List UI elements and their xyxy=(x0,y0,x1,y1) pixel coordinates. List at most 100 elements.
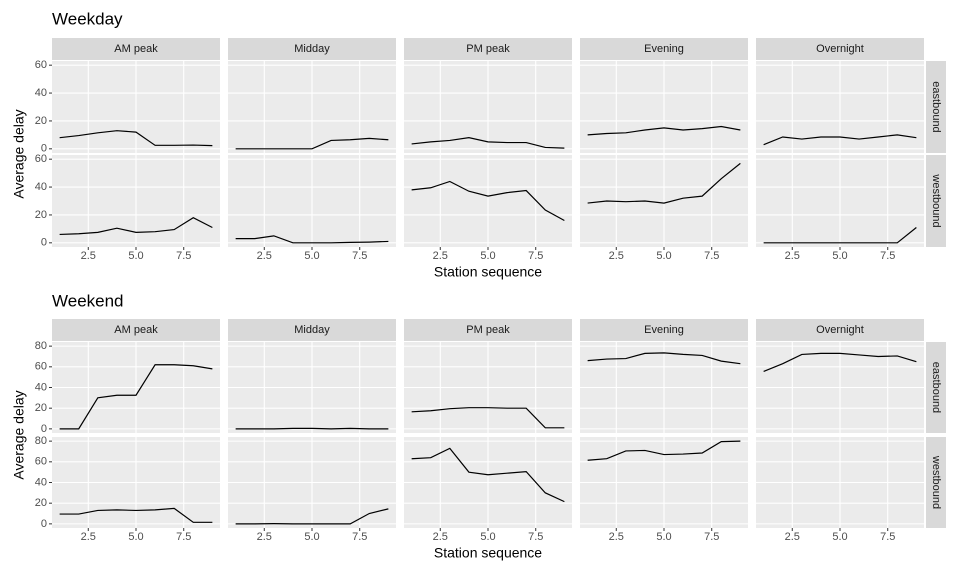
line xyxy=(763,134,917,146)
y-tick-label: 40 xyxy=(35,87,47,99)
x-tick-label: 5.0 xyxy=(832,250,847,262)
x-tick-label: 2.5 xyxy=(257,250,272,262)
facet-strip xyxy=(926,155,946,247)
line xyxy=(59,217,213,236)
y-tick-label: 60 xyxy=(35,361,47,373)
line xyxy=(763,227,917,244)
x-tick-label: 5.0 xyxy=(480,531,495,543)
facet-label: PM peak xyxy=(466,324,510,336)
facet-label: Midday xyxy=(294,324,330,336)
y-axis-label: Average delay xyxy=(11,390,27,479)
chart-title: Weekend xyxy=(52,291,124,310)
facet-strip xyxy=(926,61,946,153)
x-tick-label: 5.0 xyxy=(128,250,143,262)
y-tick-label: 80 xyxy=(35,340,47,352)
facet-strip xyxy=(52,38,220,60)
x-tick-label: 2.5 xyxy=(81,250,96,262)
facet-strip xyxy=(228,319,396,341)
line xyxy=(587,125,741,136)
line xyxy=(235,137,389,150)
x-tick-label: 7.5 xyxy=(880,250,895,262)
x-tick-label: 7.5 xyxy=(528,250,543,262)
facet-strip xyxy=(404,38,572,60)
line xyxy=(235,508,389,525)
x-tick-label: 2.5 xyxy=(433,250,448,262)
y-tick-label: 40 xyxy=(35,381,47,393)
x-tick-label: 7.5 xyxy=(176,250,191,262)
facet-strip xyxy=(756,319,924,341)
y-tick-label: 40 xyxy=(35,181,47,193)
facet-strip xyxy=(404,319,572,341)
x-tick-label: 2.5 xyxy=(81,531,96,543)
y-tick-label: 20 xyxy=(35,497,47,509)
facet-strip xyxy=(756,38,924,60)
line xyxy=(587,440,741,461)
x-tick-label: 2.5 xyxy=(433,531,448,543)
x-tick-label: 5.0 xyxy=(656,250,671,262)
y-tick-label: 60 xyxy=(35,59,47,71)
facet-label: eastbound xyxy=(930,81,942,132)
line xyxy=(411,407,565,429)
y-tick-label: 20 xyxy=(35,115,47,127)
x-tick-label: 5.0 xyxy=(128,531,143,543)
facet-strip xyxy=(52,319,220,341)
line xyxy=(59,507,213,523)
x-axis-label: Station sequence xyxy=(434,545,542,561)
y-tick-label: 40 xyxy=(35,476,47,488)
y-tick-label: 80 xyxy=(35,435,47,447)
x-tick-label: 5.0 xyxy=(480,250,495,262)
line xyxy=(411,137,565,149)
y-tick-label: 60 xyxy=(35,456,47,468)
x-tick-label: 5.0 xyxy=(304,250,319,262)
line xyxy=(411,180,565,222)
line xyxy=(763,352,917,373)
x-tick-label: 2.5 xyxy=(785,250,800,262)
facet-label: Evening xyxy=(644,324,684,336)
x-axis-label: Station sequence xyxy=(434,264,542,280)
x-tick-label: 7.5 xyxy=(176,531,191,543)
line xyxy=(411,447,565,503)
x-tick-label: 2.5 xyxy=(609,250,624,262)
y-tick-label: 60 xyxy=(35,153,47,165)
x-tick-label: 7.5 xyxy=(352,531,367,543)
x-tick-label: 5.0 xyxy=(832,531,847,543)
y-tick-label: 20 xyxy=(35,402,47,414)
facet-strip xyxy=(580,319,748,341)
facet-strip xyxy=(228,38,396,60)
x-tick-label: 7.5 xyxy=(704,531,719,543)
line xyxy=(587,352,741,365)
facet-label: westbound xyxy=(930,173,942,227)
x-tick-label: 7.5 xyxy=(352,250,367,262)
facet-label: Overnight xyxy=(816,43,864,55)
x-tick-label: 7.5 xyxy=(528,531,543,543)
facet-label: eastbound xyxy=(930,362,942,413)
facet-label: Midday xyxy=(294,43,330,55)
x-tick-label: 2.5 xyxy=(609,531,624,543)
line xyxy=(59,130,213,147)
y-tick-label: 0 xyxy=(41,143,47,155)
facet-label: Overnight xyxy=(816,324,864,336)
y-tick-label: 20 xyxy=(35,209,47,221)
line xyxy=(587,162,741,204)
facet-label: Evening xyxy=(644,43,684,55)
facet-label: AM peak xyxy=(114,43,158,55)
x-tick-label: 5.0 xyxy=(656,531,671,543)
y-tick-label: 0 xyxy=(41,518,47,530)
facet-label: PM peak xyxy=(466,43,510,55)
facet-strip xyxy=(580,38,748,60)
facet-strip xyxy=(926,437,946,528)
y-tick-label: 0 xyxy=(41,237,47,249)
line xyxy=(235,235,389,244)
x-tick-label: 2.5 xyxy=(785,531,800,543)
x-tick-label: 7.5 xyxy=(880,531,895,543)
x-tick-label: 5.0 xyxy=(304,531,319,543)
chart-title: Weekday xyxy=(52,9,123,28)
line xyxy=(235,427,389,430)
facet-strip xyxy=(926,342,946,433)
line xyxy=(59,364,213,430)
y-tick-label: 0 xyxy=(41,423,47,435)
facet-label: AM peak xyxy=(114,324,158,336)
y-axis-label: Average delay xyxy=(11,109,27,198)
x-tick-label: 7.5 xyxy=(704,250,719,262)
